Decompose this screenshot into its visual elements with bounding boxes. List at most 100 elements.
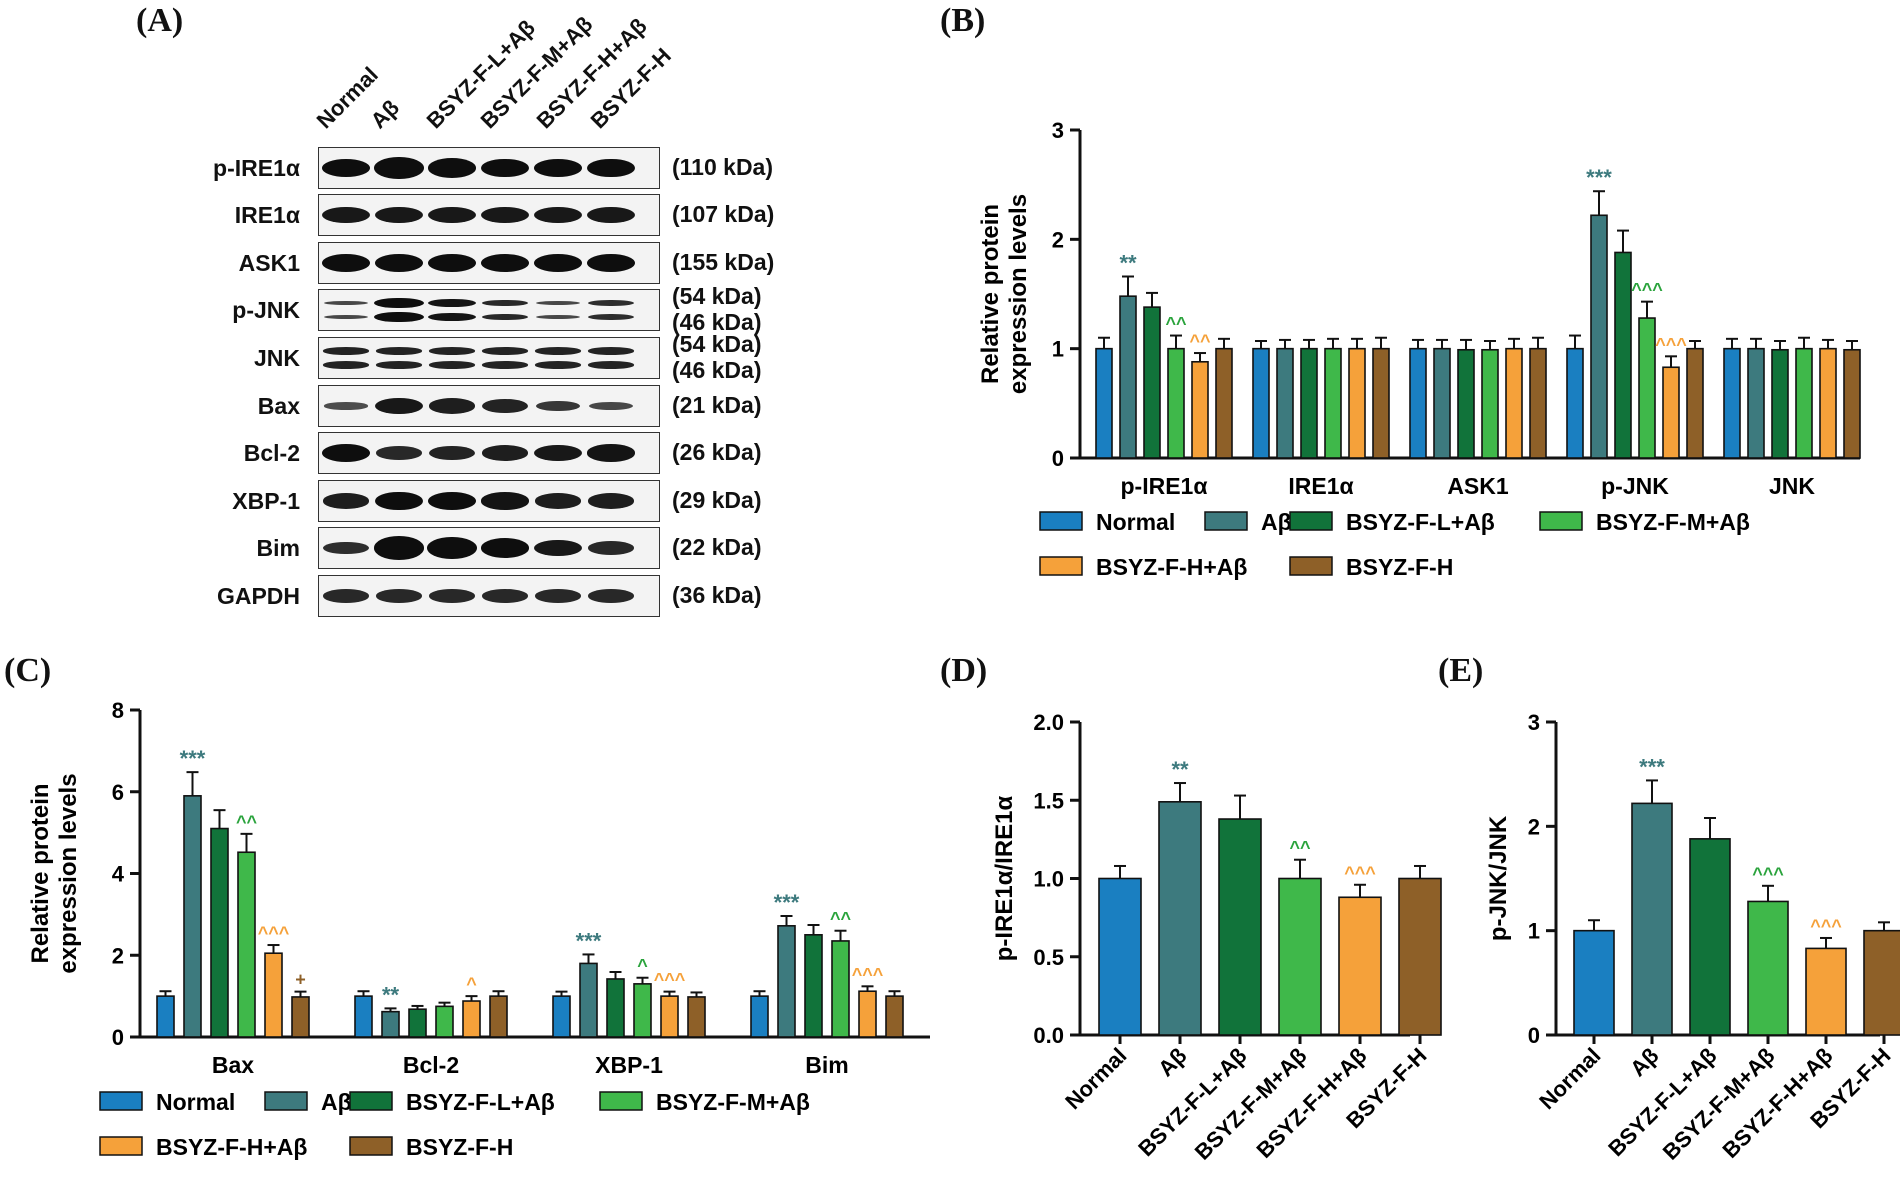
- blot-band: [482, 589, 528, 603]
- legend-swatch-bsyz-f-m-a: [1539, 511, 1583, 531]
- significance-marker: ^^^: [654, 970, 686, 990]
- legend-swatch-bsyz-f-h-a: [99, 1136, 143, 1156]
- legend-label: BSYZ-F-H: [406, 1134, 513, 1160]
- blot-kda-value: (54 kDa): [672, 283, 762, 309]
- legend-swatch-bsyz-f-h: [1289, 556, 1333, 576]
- blot-band: [587, 206, 635, 224]
- blot-band: [482, 313, 528, 321]
- y-tick-label: 3: [1528, 710, 1540, 735]
- significance-marker: ^: [637, 956, 648, 976]
- blot-band: [428, 347, 476, 355]
- legend-label: Normal: [1096, 509, 1175, 535]
- significance-marker: **: [1119, 251, 1137, 276]
- legend-swatch-bsyz-f-h-a: [1039, 556, 1083, 576]
- blot-protein-label: JNK: [253, 345, 300, 371]
- blot-band: [534, 159, 582, 177]
- legend-swatch-bsyz-f-m-a: [599, 1091, 643, 1111]
- blot-band: [481, 398, 529, 414]
- significance-marker: ^^^: [258, 923, 290, 943]
- x-category-label: Normal: [1534, 1043, 1605, 1114]
- blot-kda-label: (107 kDa): [672, 201, 774, 227]
- blot-kda-value: (110 kDa): [672, 154, 774, 180]
- blot-band: [534, 347, 582, 355]
- y-tick-label: 0.5: [1033, 945, 1064, 970]
- blot-band: [376, 589, 422, 603]
- legend-label: Aβ: [321, 1089, 352, 1115]
- blot-band: [481, 254, 529, 272]
- blot-band: [535, 400, 581, 412]
- blot-protein-label: XBP-1: [232, 488, 300, 514]
- x-category-label: XBP-1: [595, 1052, 663, 1078]
- blot-band: [374, 536, 424, 560]
- blot-band: [322, 254, 370, 272]
- blot-strip: [318, 432, 660, 474]
- legend-swatch-normal: [1039, 511, 1083, 531]
- legend-swatch-normal: [99, 1091, 143, 1111]
- blot-strip: [318, 480, 660, 522]
- blot-band: [428, 398, 476, 414]
- y-axis-label-line: p-IRE1α/IRE1α: [991, 795, 1018, 961]
- y-axis-label: p-IRE1α/IRE1α: [991, 795, 1018, 961]
- blot-strip: [318, 385, 660, 427]
- significance-marker: ^^^: [1344, 863, 1376, 883]
- blot-band: [375, 347, 423, 355]
- blot-band: [322, 493, 370, 509]
- significance-marker: ^^^: [1810, 916, 1842, 936]
- legend-swatch-bsyz-f-h: [349, 1136, 393, 1156]
- blot-strip: [318, 337, 660, 379]
- blot-band: [587, 493, 635, 509]
- blot-band: [324, 300, 368, 306]
- blot-band: [588, 299, 634, 307]
- legend-swatch-a: [264, 1091, 308, 1111]
- x-category-label: Bax: [212, 1052, 254, 1078]
- blot-strip: [318, 575, 660, 617]
- blot-band: [375, 254, 423, 272]
- blot-band: [589, 401, 633, 411]
- significance-marker: ^^: [236, 812, 258, 832]
- blot-kda-value: (54 kDa): [672, 331, 762, 357]
- blot-band: [376, 446, 422, 460]
- y-axis-label: Relative proteinexpression levels: [977, 194, 1032, 394]
- blot-protein-label: p-JNK: [232, 297, 300, 323]
- blot-kda-value: (22 kDa): [672, 534, 762, 560]
- bar-bsyz-f-l-a: [1689, 838, 1731, 1036]
- significance-marker: ***: [1586, 165, 1612, 190]
- blot-band: [481, 492, 529, 510]
- blot-band: [322, 444, 370, 462]
- y-tick-label: 8: [112, 698, 124, 723]
- blot-strip: [318, 289, 660, 331]
- y-axis-label-line: Relative protein: [27, 783, 54, 963]
- blot-protein-label: GAPDH: [216, 583, 300, 609]
- significance-marker: ^: [466, 974, 477, 994]
- significance-marker: ^^^: [1631, 280, 1663, 300]
- y-axis-label: Relative proteinexpression levels: [27, 773, 82, 973]
- x-category-label: IRE1α: [1288, 473, 1353, 499]
- x-category-label: Bim: [805, 1052, 848, 1078]
- y-axis-label-line: expression levels: [1005, 194, 1032, 394]
- blot-band: [588, 541, 634, 555]
- legend-swatch-bsyz-f-l-a: [1289, 511, 1333, 531]
- x-category-label: Bcl-2: [403, 1052, 459, 1078]
- blot-strip: [318, 194, 660, 236]
- blot-kda-value: (46 kDa): [672, 309, 762, 335]
- blot-protein-label: ASK1: [238, 250, 300, 276]
- bar-bsyz-f-h-a: [1338, 896, 1382, 1036]
- blot-kda-label: (22 kDa): [672, 534, 761, 560]
- blot-band: [480, 538, 530, 558]
- blot-band: [428, 361, 476, 369]
- blot-kda-value: (21 kDa): [672, 392, 762, 418]
- blot-band: [536, 300, 580, 306]
- blot-kda-label: (26 kDa): [672, 439, 761, 465]
- significance-marker: ^^: [1189, 331, 1211, 351]
- significance-marker: ***: [576, 928, 602, 953]
- y-tick-label: 3: [1052, 118, 1064, 143]
- blot-strip: [318, 242, 660, 284]
- significance-marker: ***: [180, 746, 206, 771]
- significance-marker: ^^: [1165, 314, 1187, 334]
- legend-label: BSYZ-F-H: [1346, 554, 1453, 580]
- y-tick-label: 1.0: [1033, 867, 1064, 892]
- y-tick-label: 0.0: [1033, 1023, 1064, 1048]
- blot-band: [534, 493, 582, 509]
- panel-label-e: (E): [1438, 652, 1484, 689]
